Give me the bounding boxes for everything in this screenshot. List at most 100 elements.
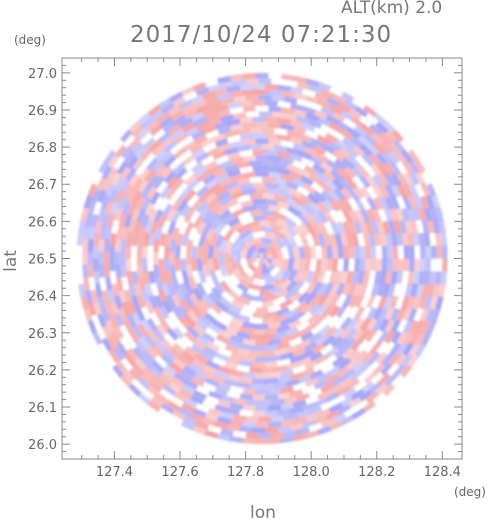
- radar-cell: [384, 319, 396, 334]
- radar-cell: [351, 407, 366, 420]
- radar-cell: [202, 239, 211, 253]
- radar-cell: [292, 142, 307, 153]
- radar-cell: [384, 374, 398, 388]
- radar-cell: [354, 305, 366, 320]
- radar-cell: [334, 270, 343, 285]
- radar-cell: [255, 340, 269, 346]
- radar-cell: [331, 355, 346, 368]
- radar-cell: [249, 209, 263, 217]
- radar-cell: [314, 415, 329, 425]
- radar-cell: [237, 211, 251, 221]
- radar-cell: [183, 314, 197, 328]
- radar-cell: [235, 282, 249, 294]
- radar-cell: [262, 247, 268, 254]
- radar-cell: [337, 258, 344, 272]
- radar-cell: [423, 271, 431, 285]
- x-axis-label: lon: [250, 503, 276, 523]
- radar-cell: [167, 400, 181, 412]
- radar-cell: [372, 318, 384, 333]
- radar-cell: [409, 172, 420, 187]
- radar-cell: [418, 207, 427, 222]
- radar-cell: [298, 133, 313, 143]
- radar-cell: [195, 385, 210, 396]
- radar-cell: [395, 150, 408, 165]
- radar-cell: [252, 133, 266, 139]
- radar-cell: [201, 221, 213, 236]
- radar-cell: [81, 238, 89, 253]
- radar-cell: [291, 195, 305, 207]
- radar-cell: [396, 232, 404, 247]
- radar-cell: [211, 133, 226, 143]
- radar-cell: [255, 438, 269, 444]
- radar-cell: [214, 120, 229, 130]
- radar-cell: [376, 341, 389, 355]
- radar-cell: [292, 382, 307, 392]
- radar-cell: [230, 317, 245, 327]
- radar-cell: [195, 185, 209, 198]
- radar-cell: [229, 402, 244, 411]
- radar-cell: [369, 340, 382, 355]
- radar-cell: [131, 362, 144, 376]
- radar-cell: [136, 294, 146, 309]
- radar-cell: [372, 295, 382, 309]
- radar-cell: [178, 149, 193, 162]
- radar-cell: [347, 316, 360, 331]
- radar-cell: [296, 392, 310, 402]
- radar-cell: [403, 258, 410, 272]
- radar-cell: [418, 295, 427, 310]
- radar-cell: [341, 347, 355, 360]
- radar-cell: [279, 278, 293, 291]
- radar-cell: [289, 406, 304, 415]
- radar-cell: [195, 170, 210, 183]
- radar-cell: [131, 258, 137, 272]
- radar-cell: [276, 217, 290, 229]
- radar-cell: [299, 311, 313, 324]
- radar-cell: [217, 92, 232, 101]
- radar-cell: [101, 289, 110, 304]
- radar-cell: [352, 175, 365, 190]
- radar-cell: [181, 383, 196, 395]
- radar-cell: [261, 383, 275, 390]
- radar-cell: [152, 128, 166, 142]
- radar-cell: [377, 330, 390, 345]
- radar-cell: [300, 175, 315, 187]
- radar-cell: [302, 88, 317, 98]
- radar-cell: [326, 159, 340, 172]
- radar-cell: [412, 295, 422, 310]
- radar-cell: [242, 338, 256, 346]
- radar-cell: [264, 261, 272, 268]
- radar-cell: [173, 132, 188, 145]
- radar-cell: [93, 270, 101, 285]
- radar-cell: [377, 295, 388, 309]
- radar-cell: [232, 79, 247, 87]
- radar-cell: [378, 208, 388, 223]
- radar-cell: [128, 172, 140, 187]
- radar-cell: [242, 388, 256, 395]
- radar-cell: [371, 174, 384, 188]
- radar-cell: [174, 288, 185, 303]
- radar-cell: [248, 334, 262, 341]
- radar-cell: [421, 331, 432, 346]
- radar-cell: [296, 185, 311, 197]
- radar-cell: [216, 433, 231, 442]
- radar-cell: [429, 271, 437, 285]
- radar-cell: [229, 245, 237, 259]
- radar-cell: [297, 356, 312, 367]
- radar-cell: [113, 325, 125, 340]
- radar-cell: [131, 270, 139, 285]
- radar-cell: [227, 289, 241, 302]
- radar-cell: [339, 177, 352, 191]
- radar-cell: [304, 291, 317, 305]
- radar-cell: [148, 207, 158, 222]
- plot-title: 2017/10/24 07:21:30: [130, 22, 393, 48]
- radar-cell: [352, 328, 365, 342]
- radar-cell: [191, 358, 206, 370]
- radar-cell: [310, 137, 324, 148]
- radar-cell: [210, 217, 223, 231]
- radar-cell: [179, 369, 194, 382]
- radar-cell: [292, 347, 307, 358]
- radar-cell: [384, 330, 396, 345]
- radar-cell: [268, 187, 282, 196]
- radar-cell: [110, 331, 122, 345]
- radar-cell: [140, 288, 150, 303]
